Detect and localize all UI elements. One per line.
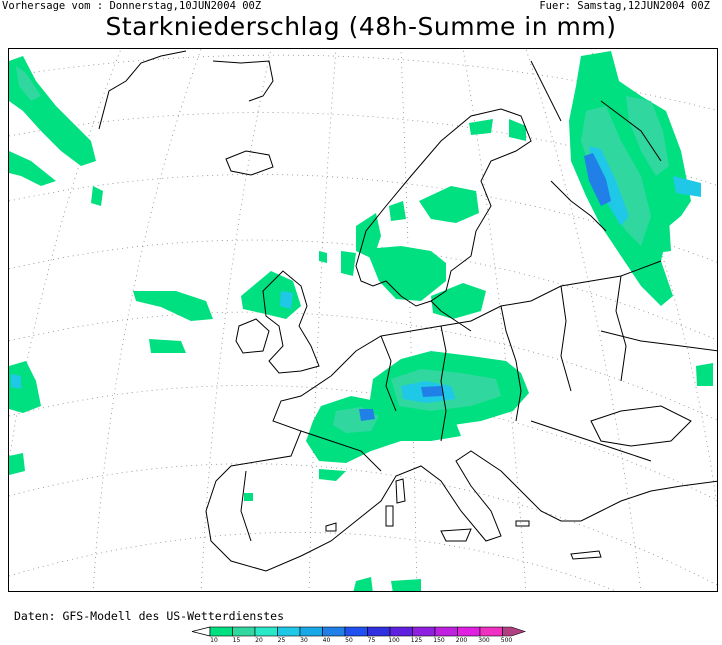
legend-swatch-30	[299, 626, 323, 637]
coastlines	[98, 50, 717, 572]
legend-tick-label: 200	[456, 637, 468, 644]
map-canvas	[9, 49, 717, 591]
legend-swatch-300	[479, 626, 503, 637]
legend-min-arrow	[191, 626, 211, 637]
legend-swatch-150	[434, 626, 458, 637]
legend-swatch-500	[502, 626, 526, 637]
legend-swatch-75	[367, 626, 391, 637]
legend-swatch-20	[254, 626, 278, 637]
legend-swatch-50	[344, 626, 368, 637]
precipitation-map	[8, 48, 718, 592]
legend-swatch-200	[457, 626, 481, 637]
legend-tick-label: 150	[433, 637, 445, 644]
legend-swatch-40	[322, 626, 346, 637]
forecast-valid-time: Fuer: Samstag,12JUN2004 00Z	[539, 0, 710, 12]
legend-tick-label: 500	[501, 637, 513, 644]
legend-tick-label: 25	[278, 637, 286, 644]
legend-tick-label: 100	[388, 637, 400, 644]
legend-swatch-100	[389, 626, 413, 637]
legend-tick-label: 75	[368, 637, 376, 644]
legend-swatch-25	[277, 626, 301, 637]
color-legend: 10 15 20 25 30 40 50 75 100 125 150 200 300 500	[191, 626, 526, 644]
legend-tick-label: 125	[411, 637, 423, 644]
legend-tick-label: 15	[233, 637, 241, 644]
map-title: Starkniederschlag (48h-Summe in mm)	[105, 12, 617, 41]
legend-swatch-15	[232, 626, 256, 637]
legend-tick-label: 300	[478, 637, 490, 644]
legend-tick-label: 20	[255, 637, 263, 644]
forecast-issue-time: Vorhersage vom : Donnerstag,10JUN2004 00…	[2, 0, 262, 12]
legend-swatch-125	[412, 626, 436, 637]
data-source-credit: Daten: GFS-Modell des US-Wetterdienstes	[14, 609, 285, 623]
legend-tick-label: 50	[345, 637, 353, 644]
legend-tick-label: 10	[210, 637, 218, 644]
legend-tick-label: 40	[323, 637, 331, 644]
legend-tick-label: 30	[300, 637, 308, 644]
precipitation-areas	[9, 51, 713, 591]
legend-swatch-10	[209, 626, 233, 637]
